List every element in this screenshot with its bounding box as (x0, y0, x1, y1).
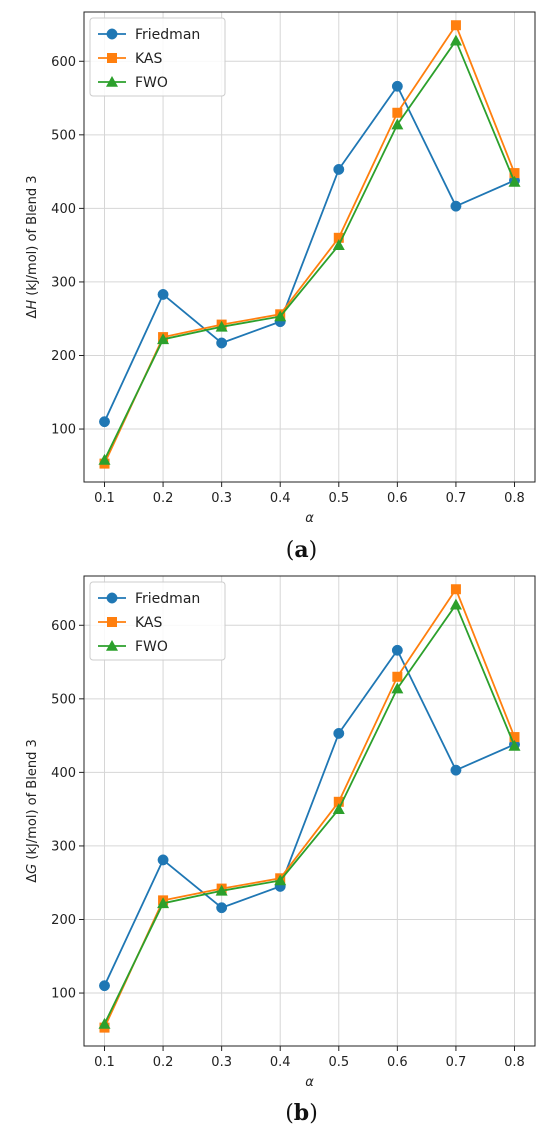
data-point-friedman (333, 727, 345, 739)
data-point-fwo (449, 34, 462, 46)
x-tick-label: 0.7 (446, 1055, 467, 1070)
x-tick-label: 0.6 (387, 1055, 408, 1070)
y-tick-label: 500 (51, 128, 76, 143)
data-point-friedman (391, 644, 403, 656)
data-point-fwo (508, 739, 521, 751)
data-point-kas (450, 20, 461, 31)
data-point-kas (392, 671, 403, 682)
y-tick-label: 100 (51, 423, 76, 438)
data-point-friedman (99, 980, 110, 992)
y-axis-label: ΔG (kJ/mol) of Blend 3 (25, 739, 40, 882)
chart-panel-a: 0.1 0.2 0.3 0.4 0.5 0.6 0.7 0.8 100 200 300 400 500 6… (25, 11, 536, 563)
x-tick-label: 0.3 (211, 1055, 232, 1070)
data-point-friedman (391, 80, 403, 92)
y-tick-label: 100 (51, 987, 76, 1002)
y-tick-label: 300 (51, 839, 76, 854)
x-tick-label: 0.8 (504, 491, 525, 506)
legend-label-fwo: FWO (135, 75, 168, 91)
series-line-friedman (103, 649, 515, 987)
y-tick-label: 600 (51, 55, 76, 70)
data-point-fwo (508, 175, 521, 187)
y-tick-label: 400 (51, 202, 76, 217)
x-tick-label: 0.2 (153, 491, 174, 506)
data-point-friedman (450, 764, 462, 776)
x-axis-label: α (305, 511, 314, 526)
legend-label-kas: KAS (135, 615, 163, 631)
y-tick-label: 300 (51, 275, 76, 290)
legend-marker-friedman (106, 592, 118, 604)
data-point-fwo (332, 239, 345, 250)
legend-marker-fwo (106, 76, 118, 87)
x-tick-label: 0.8 (504, 1055, 525, 1070)
data-point-fwo (391, 118, 404, 130)
data-point-friedman (333, 163, 345, 175)
x-tick-label: 0.6 (387, 491, 408, 506)
chart-panel-b: 0.1 0.2 0.3 0.4 0.5 0.6 0.7 0.8 100 200 300 400 500 6… (25, 575, 536, 1126)
x-axis-label: α (305, 1075, 314, 1090)
y-tick-label: 400 (51, 766, 76, 781)
y-tick-label: 200 (51, 349, 76, 364)
data-point-fwo (391, 682, 404, 694)
data-point-friedman (157, 288, 169, 300)
data-point-fwo (274, 874, 287, 886)
data-point-kas (450, 584, 461, 595)
data-point-fwo (157, 333, 170, 345)
legend-label-friedman: Friedman (135, 591, 200, 607)
x-tick-label: 0.4 (270, 491, 291, 506)
y-tick-label: 600 (51, 619, 76, 634)
series-line-fwo (103, 39, 516, 461)
data-point-friedman (157, 854, 169, 866)
data-point-fwo (215, 320, 228, 332)
data-point-kas (509, 168, 520, 179)
panel-caption: (a) (286, 537, 317, 563)
x-tick-label: 0.2 (153, 1055, 174, 1070)
series-line-kas (103, 24, 516, 464)
series-line-kas (103, 588, 516, 1028)
panel-caption: (b) (285, 1100, 318, 1126)
legend-label-kas: KAS (135, 51, 163, 67)
plot-frame (83, 11, 536, 483)
x-tick-label: 0.5 (328, 491, 349, 506)
data-point-friedman (450, 200, 462, 212)
plot-frame (83, 575, 536, 1047)
data-point-fwo (157, 897, 170, 909)
data-point-kas (333, 232, 344, 243)
data-point-friedman (99, 416, 110, 428)
legend-label-friedman: Friedman (135, 27, 200, 43)
series-line-friedman (103, 85, 515, 423)
data-point-friedman (216, 337, 228, 349)
data-point-fwo (98, 453, 111, 465)
data-point-kas (392, 107, 403, 118)
data-point-fwo (449, 598, 462, 610)
legend-label-fwo: FWO (135, 639, 168, 655)
y-tick-label: 500 (51, 692, 76, 707)
series-line-fwo (103, 603, 516, 1025)
x-tick-label: 0.5 (328, 1055, 349, 1070)
data-point-fwo (274, 310, 287, 322)
legend: Friedman KAS FWO (89, 581, 226, 661)
legend-box (89, 581, 226, 661)
x-tick-label: 0.7 (446, 491, 467, 506)
x-tick-label: 0.4 (270, 1055, 291, 1070)
y-axis-label: ΔH (kJ/mol) of Blend 3 (25, 175, 40, 318)
x-tick-label: 0.1 (94, 491, 115, 506)
y-tick-label: 200 (51, 913, 76, 928)
legend-marker-kas (107, 53, 117, 63)
x-tick-label: 0.3 (211, 491, 232, 506)
data-point-fwo (98, 1017, 111, 1029)
data-point-fwo (332, 803, 345, 814)
data-point-kas (333, 796, 344, 807)
legend-marker-kas (107, 617, 117, 627)
data-point-friedman (216, 902, 228, 914)
data-point-kas (509, 732, 520, 743)
legend: Friedman KAS FWO (89, 17, 226, 97)
legend-marker-friedman (106, 28, 118, 40)
legend-marker-fwo (106, 640, 118, 651)
x-tick-label: 0.1 (94, 1055, 115, 1070)
legend-box (89, 17, 226, 97)
data-point-fwo (215, 884, 228, 896)
